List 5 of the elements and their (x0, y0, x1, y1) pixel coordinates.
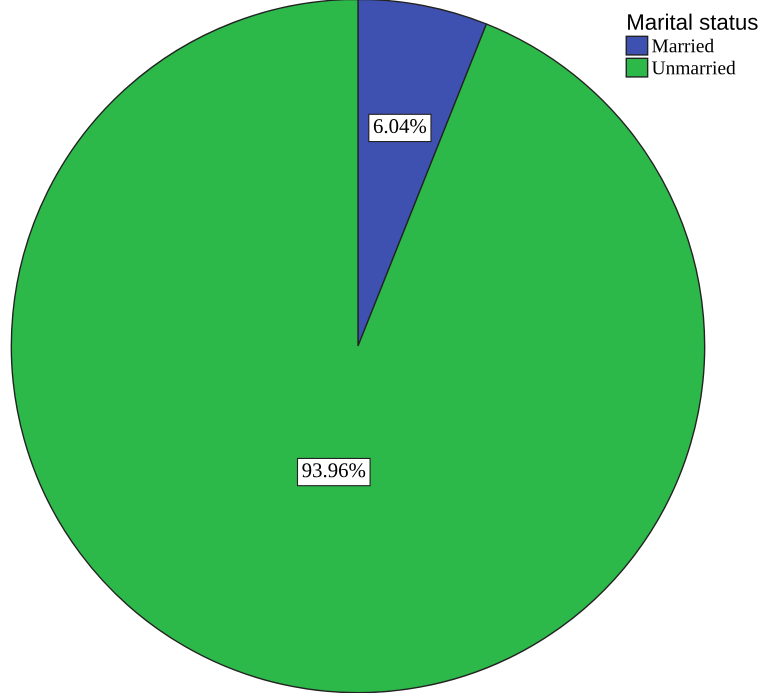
data-label: 6.04% (374, 119, 426, 134)
data-label: 93.96% (302, 463, 366, 478)
legend-label: Unmarried (652, 60, 736, 74)
legend-label: Married (652, 38, 714, 52)
legend-title: Marital status (628, 14, 758, 30)
